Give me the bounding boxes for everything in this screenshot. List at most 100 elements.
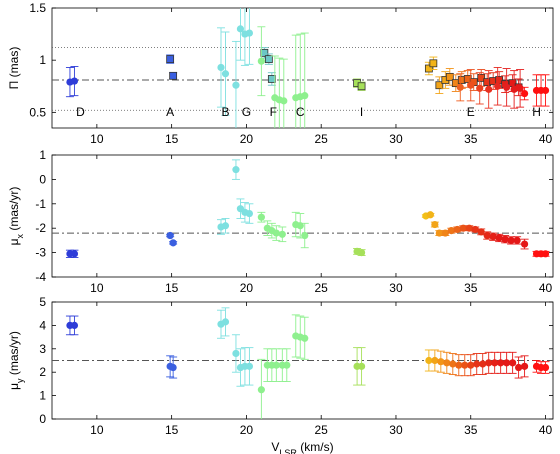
data-point <box>473 360 481 368</box>
region-label: F <box>270 105 277 119</box>
y-axis-label-unit: (mas/yr) <box>7 331 21 378</box>
data-point <box>461 361 469 369</box>
data-point <box>477 74 486 82</box>
y-tick-label: -3 <box>35 246 46 260</box>
data-point <box>169 71 178 80</box>
data-point <box>272 361 280 369</box>
x-tick-label: 30 <box>389 281 403 295</box>
data-point <box>447 227 455 235</box>
y-axis-label-sub: x <box>15 233 25 238</box>
x-tick-label: 10 <box>90 281 104 295</box>
region-label: G <box>242 105 251 119</box>
y-tick-label: 1 <box>39 389 46 403</box>
y-axis-label-main: μ <box>7 238 21 245</box>
data-point <box>283 361 291 369</box>
x-axis-label-unit: (km/s) <box>297 440 334 454</box>
data-point <box>494 82 502 90</box>
y-tick-label: 2 <box>39 365 46 379</box>
axes-frame <box>51 154 554 278</box>
panel-parallax: 10 15 20 25 30 35 40 0.5 1 1.5 Π (mas) D A B G F C I E H <box>7 1 554 146</box>
data-point <box>245 362 254 370</box>
data-point <box>70 250 79 258</box>
data-points <box>65 8 550 128</box>
x-axis-label-sub: LSR <box>279 448 297 454</box>
x-tick-label: 15 <box>165 132 179 146</box>
data-point <box>456 83 464 91</box>
data-point <box>301 334 309 342</box>
region-label: I <box>360 105 363 119</box>
data-point <box>221 70 230 78</box>
data-point <box>301 231 309 240</box>
data-point <box>476 84 484 92</box>
data-point <box>495 234 503 242</box>
data-point <box>431 356 439 365</box>
data-point <box>232 81 240 89</box>
data-point <box>541 363 550 372</box>
data-point <box>453 225 461 234</box>
data-point <box>510 85 518 93</box>
region-label: H <box>532 105 541 119</box>
y-axis-label: μx (mas/yr) <box>7 187 25 246</box>
data-point <box>437 358 445 366</box>
data-point <box>245 209 254 218</box>
data-point <box>278 230 286 238</box>
y-axis-label: μy (mas/yr) <box>7 331 25 390</box>
data-point <box>217 63 225 72</box>
data-point <box>471 225 479 234</box>
region-label: C <box>296 105 305 119</box>
data-point <box>516 84 524 92</box>
x-tick-label: 10 <box>90 423 104 437</box>
data-point <box>257 386 265 394</box>
data-point <box>455 361 463 369</box>
data-point <box>491 359 499 367</box>
data-point <box>441 229 449 237</box>
data-point <box>503 359 511 367</box>
y-tick-label: -2 <box>35 221 46 235</box>
data-point <box>477 228 485 236</box>
y-tick-label: 4 <box>39 318 46 332</box>
x-tick-label: 15 <box>165 423 179 437</box>
x-axis-label: VLSR (km/s) <box>271 440 333 454</box>
data-point <box>507 236 515 244</box>
data-point <box>257 213 265 221</box>
data-point <box>424 64 433 73</box>
y-axis-label-unit: (mas/yr) <box>7 187 21 234</box>
data-point <box>245 29 254 37</box>
panel-mu_y: 10 15 20 25 30 35 40 0 1 2 3 4 5 μy (mas/yr) VLSR (km/… <box>7 295 554 454</box>
data-point <box>426 211 434 219</box>
x-tick-label: 30 <box>389 132 403 146</box>
data-point <box>166 55 175 64</box>
data-point <box>221 222 230 230</box>
data-point <box>485 85 493 93</box>
data-point <box>357 362 366 370</box>
data-point <box>541 250 550 258</box>
data-point <box>483 231 491 240</box>
data-point <box>503 83 511 91</box>
x-tick-label: 20 <box>240 281 254 295</box>
x-axis-label-main: V <box>271 440 279 454</box>
data-point <box>425 356 433 365</box>
data-point <box>497 359 505 367</box>
data-point <box>169 363 177 372</box>
y-axis-label-unit: (mas) <box>7 47 21 81</box>
data-point <box>264 55 273 64</box>
data-point <box>257 57 265 65</box>
x-tick-label: 25 <box>315 423 329 437</box>
data-point <box>166 231 174 240</box>
region-label: D <box>76 105 85 119</box>
x-tick-label: 20 <box>240 423 254 437</box>
y-tick-label: 1 <box>39 148 46 162</box>
x-tick-label: 35 <box>464 281 478 295</box>
y-axis-label: Π (mas) <box>7 47 21 90</box>
data-point <box>541 86 550 95</box>
x-tick-label: 40 <box>539 423 553 437</box>
data-point <box>70 77 79 85</box>
data-point <box>467 361 475 369</box>
data-points <box>65 307 550 419</box>
data-point <box>357 249 366 257</box>
data-point <box>435 229 443 237</box>
y-tick-label: 0.5 <box>29 105 46 119</box>
data-point <box>169 239 177 247</box>
data-point <box>467 81 475 89</box>
